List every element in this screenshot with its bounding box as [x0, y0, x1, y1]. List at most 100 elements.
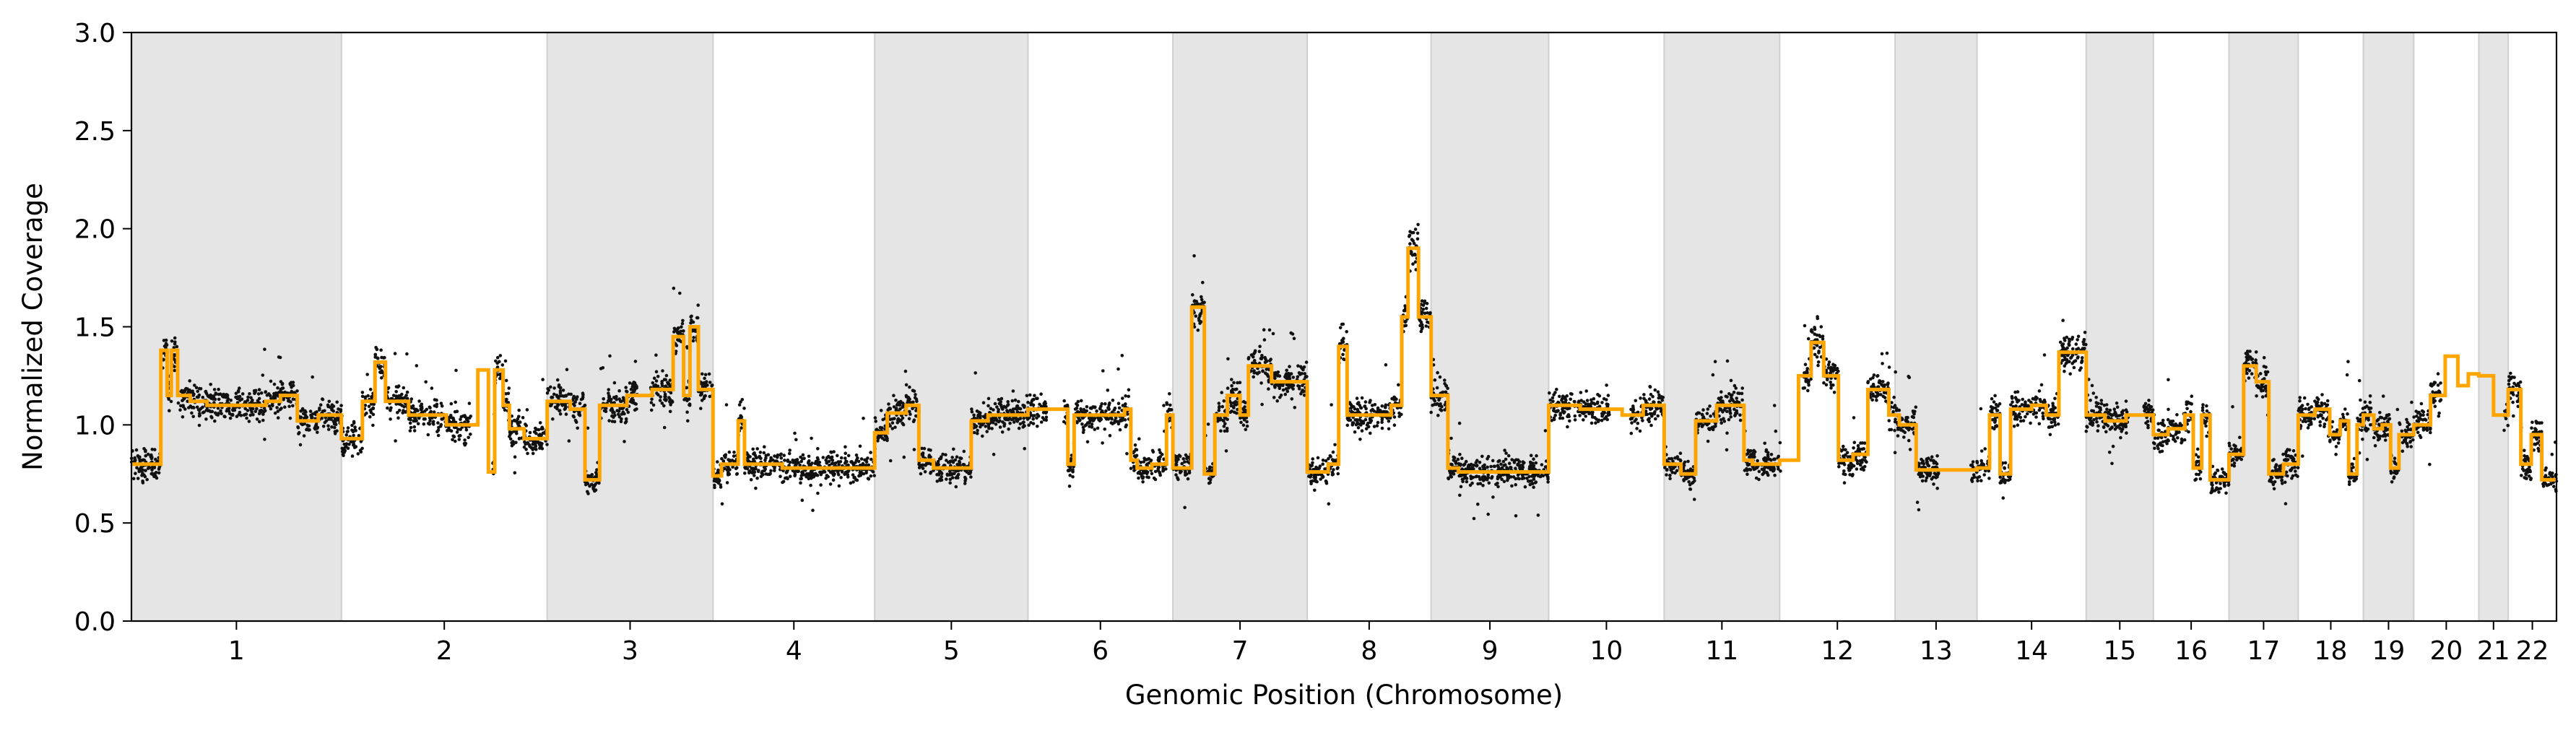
coverage-point: [195, 405, 199, 409]
coverage-point: [927, 455, 931, 459]
coverage-point: [1132, 464, 1136, 469]
coverage-point: [510, 443, 514, 448]
coverage-point: [1555, 409, 1559, 414]
coverage-point: [1678, 459, 1683, 463]
coverage-point: [1834, 368, 1837, 371]
coverage-point: [919, 472, 923, 476]
coverage-point: [1200, 300, 1205, 305]
coverage-point: [1458, 452, 1462, 456]
coverage-point: [624, 386, 628, 389]
coverage-point: [624, 417, 628, 421]
coverage-point: [1285, 368, 1288, 373]
coverage-point: [1774, 429, 1778, 433]
coverage-point: [155, 476, 159, 480]
coverage-point: [206, 409, 210, 412]
coverage-point: [1433, 378, 1437, 382]
coverage-point: [732, 454, 736, 458]
coverage-point: [1729, 378, 1733, 383]
coverage-point: [251, 413, 255, 417]
coverage-point: [660, 402, 664, 405]
coverage-point: [1773, 473, 1777, 477]
coverage-point: [1651, 394, 1655, 399]
coverage-point: [1447, 476, 1450, 480]
coverage-point: [207, 395, 212, 399]
coverage-point: [1831, 369, 1835, 373]
coverage-point: [989, 407, 993, 410]
coverage-point: [1373, 403, 1377, 407]
coverage-point: [664, 384, 667, 389]
coverage-point: [990, 427, 994, 430]
coverage-point: [402, 386, 406, 390]
coverage-point: [1426, 320, 1429, 324]
coverage-point: [1127, 394, 1130, 399]
coverage-point: [204, 389, 208, 394]
coverage-point: [1522, 476, 1526, 480]
coverage-point: [1755, 466, 1759, 469]
coverage-point: [1168, 392, 1171, 396]
coverage-point: [703, 394, 707, 398]
coverage-point: [531, 451, 535, 456]
coverage-point: [1369, 399, 1372, 402]
coverage-point: [503, 359, 508, 363]
coverage-point: [1183, 460, 1187, 464]
coverage-point: [1311, 461, 1314, 465]
coverage-point: [204, 417, 208, 421]
coverage-point: [503, 408, 507, 412]
coverage-point: [668, 378, 672, 382]
coverage-point: [1341, 352, 1345, 357]
coverage-point: [545, 391, 550, 395]
coverage-point: [1408, 233, 1412, 238]
coverage-point: [1241, 423, 1246, 427]
coverage-point: [1246, 355, 1251, 360]
coverage-point: [1021, 403, 1025, 407]
coverage-point: [1017, 426, 1021, 430]
coverage-point: [534, 426, 537, 430]
coverage-point: [869, 457, 873, 461]
coverage-point: [914, 409, 918, 412]
coverage-point: [337, 407, 340, 411]
coverage-point: [238, 386, 241, 390]
coverage-point: [1647, 397, 1652, 401]
coverage-point: [1468, 483, 1473, 487]
coverage-point: [662, 404, 666, 408]
coverage-point: [1078, 418, 1082, 422]
coverage-point: [963, 482, 967, 485]
coverage-point: [1826, 366, 1831, 370]
coverage-point: [593, 489, 597, 493]
coverage-point: [561, 389, 565, 392]
coverage-point: [617, 412, 620, 417]
coverage-point: [1093, 406, 1097, 409]
coverage-point: [1120, 354, 1124, 357]
coverage-point: [1079, 399, 1083, 403]
coverage-point: [1816, 363, 1820, 368]
coverage-point: [1125, 451, 1129, 456]
coverage-point: [1532, 477, 1536, 481]
coverage-point: [688, 403, 691, 407]
coverage-point: [574, 420, 578, 423]
coverage-point: [838, 460, 843, 464]
coverage-point: [1816, 360, 1821, 364]
coverage-point: [302, 434, 306, 438]
coverage-point: [369, 402, 373, 406]
coverage-point: [755, 476, 759, 480]
coverage-point: [1527, 467, 1532, 470]
coverage-point: [181, 399, 184, 402]
coverage-point: [787, 451, 792, 456]
coverage-point: [320, 416, 324, 420]
coverage-point: [758, 454, 761, 459]
coverage-point: [1075, 421, 1079, 425]
coverage-point: [345, 430, 350, 434]
coverage-point: [1363, 400, 1368, 404]
coverage-point: [1286, 383, 1291, 387]
coverage-point: [1768, 457, 1772, 461]
coverage-point: [276, 386, 279, 390]
coverage-point: [263, 438, 266, 441]
coverage-point: [599, 367, 603, 370]
coverage-point: [326, 403, 330, 407]
coverage-point: [1439, 409, 1444, 412]
coverage-point: [1728, 410, 1732, 415]
coverage-point: [1226, 386, 1230, 390]
coverage-point: [581, 395, 585, 399]
coverage-point: [1421, 308, 1426, 311]
coverage-point: [654, 383, 658, 387]
